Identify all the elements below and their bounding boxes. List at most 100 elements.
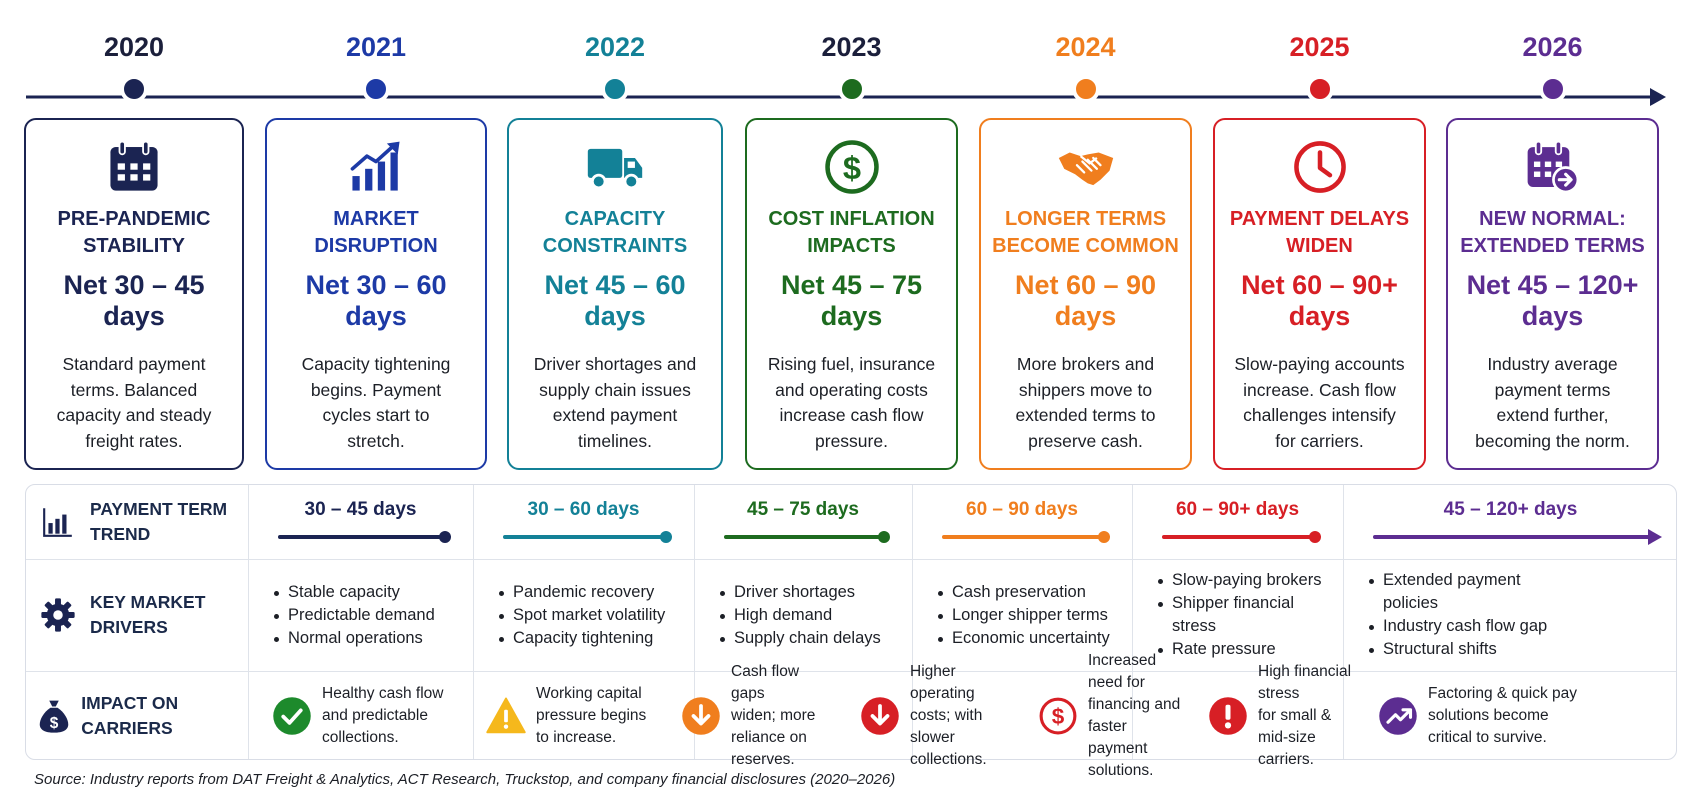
svg-text:$: $ — [1052, 704, 1065, 729]
source-note: Source: Industry reports from DAT Freigh… — [34, 771, 896, 788]
handshake-icon — [981, 136, 1190, 198]
impact-text-line: solutions become — [1428, 707, 1549, 724]
period-title: PRE-PANDEMIC STABILITY — [30, 206, 238, 260]
payment-terms-line: Net 45 – 75 — [780, 270, 923, 300]
payment-terms: Net 30 – 45 days — [30, 270, 238, 332]
trend-label: 30 – 60 days — [527, 499, 640, 520]
period-description-line: becoming the norm. — [1475, 430, 1630, 451]
trend-cell: 60 – 90 days — [912, 485, 1132, 559]
column-divider — [912, 485, 913, 759]
list-item: Rate pressure — [1156, 638, 1321, 661]
impact-text-line: Working capital — [536, 685, 642, 702]
payment-terms-line: days — [345, 301, 407, 331]
column-divider — [1132, 485, 1133, 759]
row-header-title: IMPACT ON CARRIERS — [81, 691, 248, 741]
trend-endpoint — [439, 531, 451, 543]
period-title-line: MARKET — [333, 208, 419, 230]
period-title-line: COST INFLATION — [768, 208, 935, 230]
period-description-line: challenges intensify — [1243, 405, 1396, 425]
period-description: Industry average payment terms extend furt… — [1464, 352, 1641, 454]
period-title: COST INFLATION IMPACTS — [751, 206, 952, 260]
trend-endpoint — [1098, 531, 1110, 543]
period-description-line: payment terms — [1494, 379, 1611, 400]
period-title-line: EXTENDED TERMS — [1460, 235, 1645, 257]
period-description-line: More brokers and — [1016, 354, 1155, 374]
list-item: Cash preservation — [936, 581, 1110, 604]
timeline-marker — [120, 75, 148, 103]
year-label: 2025 — [1289, 32, 1350, 62]
row-header-line: DRIVERS — [90, 617, 168, 637]
row-header-impact: $ IMPACT ON CARRIERS — [26, 671, 248, 761]
period-card: $ COST INFLATION IMPACTS Net 45 – 75 days Ris… — [745, 118, 958, 470]
impact-text: Healthy cash flow and predictable collecti… — [322, 683, 443, 749]
drivers-list: Stable capacity Predictable demand Normal … — [272, 581, 435, 650]
impact-text-line: for small & mid-size — [1258, 707, 1332, 746]
payment-terms: Net 60 – 90+ days — [1219, 270, 1420, 332]
list-item: Driver shortages — [718, 581, 881, 604]
payment-terms-line: days — [584, 301, 646, 331]
trend-label: 30 – 45 days — [304, 499, 417, 520]
svg-text:$: $ — [842, 149, 860, 186]
trend-bar — [942, 535, 1104, 539]
payment-terms-line: days — [1521, 301, 1584, 331]
period-description-line: pressure. — [815, 430, 888, 451]
trend-bar — [1162, 535, 1315, 539]
period-description-line: increase. Cash flow — [1243, 379, 1396, 400]
impact-text-line: collections. — [910, 751, 987, 768]
payment-terms: Net 30 – 60 days — [271, 270, 481, 332]
impact-text: High financial stress for small & mid-siz… — [1258, 661, 1352, 771]
impact-text-line: reliance on reserves. — [731, 729, 807, 768]
period-description: Capacity tightening begins. Payment cycles… — [283, 352, 469, 454]
year-label: 2022 — [584, 32, 646, 62]
warning-triangle-icon — [486, 696, 526, 736]
period-description-line: extend payment — [552, 405, 678, 425]
drivers-list: Slow-paying brokers Shipper financial stre… — [1156, 569, 1321, 661]
drivers-list: Cash preservation Longer shipper terms Eco… — [936, 581, 1110, 650]
list-item: stress — [1172, 617, 1217, 635]
row-header-line: TREND — [90, 524, 151, 544]
period-description: Standard payment terms. Balanced capacity … — [42, 352, 226, 454]
period-card: MARKET DISRUPTION Net 30 – 60 days Capacity … — [265, 118, 487, 470]
period-description-line: Driver shortages and — [533, 354, 697, 374]
period-description-line: shippers move to — [1018, 379, 1153, 400]
timeline-marker — [601, 75, 629, 103]
period-description-line: Capacity tightening — [301, 354, 451, 374]
period-description-line: supply chain issues — [539, 379, 691, 400]
column-divider — [248, 485, 249, 759]
impact-text-line: Cash flow gaps — [731, 663, 800, 702]
list-item: Industry cash flow gap — [1367, 615, 1547, 638]
timeline-marker — [1071, 75, 1100, 103]
drivers-list: Driver shortages High demand Supply chain … — [718, 581, 881, 650]
impact-text-line: carriers. — [1258, 751, 1314, 768]
summary-table: PAYMENT TERM TREND KEY MARKET DRIVERS $ IMPAC… — [25, 484, 1678, 779]
drivers-cell: Extended payment policies Industry cash fl… — [1367, 559, 1674, 671]
impact-cell: Working capital pressure begins to increas… — [486, 671, 655, 761]
trend-bar — [278, 535, 445, 539]
period-title-line: NEW NORMAL: — [1479, 208, 1626, 230]
impact-text: Higher operating costs; with slower collec… — [910, 661, 1012, 771]
list-item: Extended payment — [1367, 569, 1547, 592]
trend-endpoint — [660, 531, 672, 543]
list-item: Shipper financial — [1156, 592, 1321, 615]
column-divider — [473, 485, 474, 759]
period-description-line: Industry average — [1487, 354, 1618, 374]
impact-text: Factoring & quick pay solutions become cri… — [1428, 683, 1577, 749]
year-label: 2023 — [821, 32, 882, 62]
impact-text-line: pressure begins — [536, 707, 647, 724]
period-card: LONGER TERMS BECOME COMMON Net 60 – 90 days… — [979, 118, 1192, 470]
impact-text-line: costs; with slower — [910, 707, 983, 746]
payment-terms-line: Net 60 – 90+ — [1241, 270, 1398, 300]
period-description-line: begins. Payment — [310, 379, 442, 400]
trend-cell: 30 – 45 days — [248, 485, 473, 559]
period-description: More brokers and shippers move to extended… — [997, 352, 1174, 454]
impact-text-line: widen; more — [731, 707, 816, 724]
trend-endpoint — [878, 531, 890, 543]
chart-up-icon — [267, 136, 485, 198]
trend-cell: 45 – 120+ days — [1343, 485, 1678, 559]
impact-text-line: Higher operating — [910, 663, 975, 702]
drivers-cell: Slow-paying brokers Shipper financial stre… — [1156, 559, 1339, 671]
arrow-down-circle-icon — [681, 696, 721, 736]
payment-terms: Net 45 – 60 days — [513, 270, 717, 332]
bar-chart-icon — [26, 505, 90, 539]
period-description-line: Rising fuel, insurance — [767, 354, 936, 374]
